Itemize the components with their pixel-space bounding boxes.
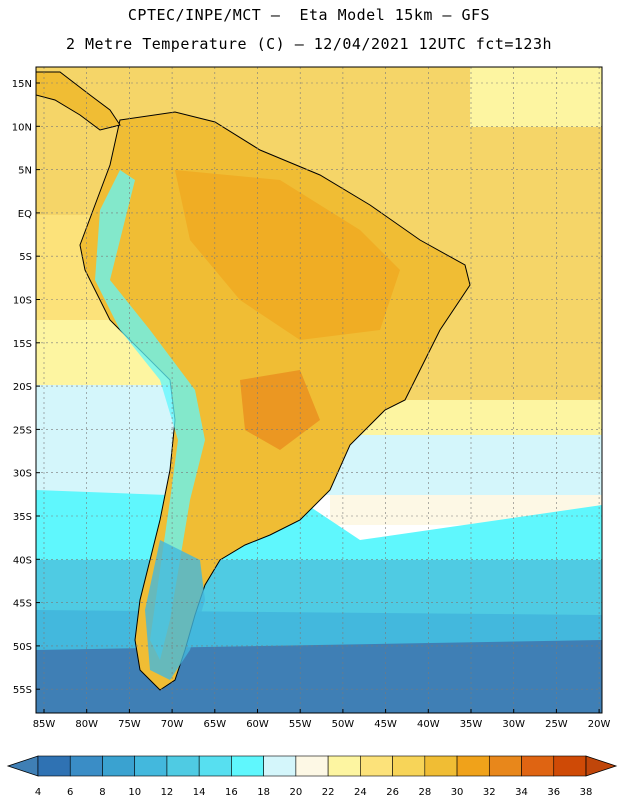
colorbar-max-arrow bbox=[585, 755, 618, 777]
lon-label: 75W bbox=[118, 719, 141, 730]
graticule bbox=[36, 67, 602, 713]
colorbar-value: 14 bbox=[193, 787, 206, 798]
lat-label: 20S bbox=[13, 382, 32, 393]
colorbar-swatch bbox=[231, 755, 264, 777]
colorbar-value: 34 bbox=[515, 787, 528, 798]
lon-label: 50W bbox=[332, 719, 355, 730]
colorbar bbox=[6, 755, 618, 777]
lon-label: 60W bbox=[246, 719, 269, 730]
colorbar-swatch bbox=[553, 755, 587, 777]
amazon-heat-region bbox=[175, 170, 400, 340]
lon-label: 35W bbox=[460, 719, 483, 730]
central-heat-region bbox=[240, 370, 320, 450]
lat-label: 25S bbox=[13, 425, 32, 436]
colorbar-swatch bbox=[521, 755, 555, 777]
lat-label: 50S bbox=[13, 642, 32, 653]
lat-label: 55S bbox=[13, 685, 32, 696]
colorbar-swatch bbox=[424, 755, 458, 777]
colorbar-swatch bbox=[134, 755, 168, 777]
colorbar-value: 6 bbox=[67, 787, 73, 798]
latitude-labels: 15N 10N 5N EQ 5S 10S 15S 20S 25S 30S 35S 40S 45S 50S 5… bbox=[12, 79, 40, 696]
colorbar-value: 22 bbox=[322, 787, 335, 798]
map-title: CPTEC/INPE/MCT – Eta Model 15km – GFS bbox=[127, 6, 491, 24]
colorbar-swatch bbox=[263, 755, 297, 777]
lon-label: 25W bbox=[545, 719, 568, 730]
colorbar-value: 38 bbox=[580, 787, 593, 798]
lon-label: 30W bbox=[502, 719, 525, 730]
lat-label: 10S bbox=[13, 296, 32, 307]
lat-label: 5N bbox=[18, 166, 32, 177]
central-america-land bbox=[36, 71, 121, 131]
lon-label: 70W bbox=[161, 719, 184, 730]
lat-label: 30S bbox=[13, 469, 32, 480]
field-deep-blue-band bbox=[36, 640, 602, 713]
colorbar-swatch bbox=[456, 755, 490, 777]
colorbar-value: 8 bbox=[99, 787, 105, 798]
map-frame bbox=[35, 66, 603, 714]
colorbar-swatch bbox=[392, 755, 426, 777]
lat-label: 15S bbox=[13, 339, 32, 350]
colorbar-swatch bbox=[295, 755, 329, 777]
field-hot-northeast bbox=[470, 67, 602, 127]
colorbar-min-arrow bbox=[6, 755, 39, 777]
lat-label: 35S bbox=[13, 512, 32, 523]
lon-label: 85W bbox=[33, 719, 56, 730]
lat-label: 5S bbox=[19, 252, 32, 263]
lat-label: 10N bbox=[12, 122, 32, 133]
patagonia-cool bbox=[145, 540, 205, 680]
colorbar-swatch bbox=[37, 755, 71, 777]
colorbar-swatch bbox=[327, 755, 361, 777]
map-subtitle: 2 Metre Temperature (C) – 12/04/2021 12U… bbox=[65, 35, 553, 53]
longitude-labels: 85W 80W 75W 70W 65W 60W 55W 50W 45W 40W 35W 30W 25W 2… bbox=[33, 709, 611, 730]
lon-label: 40W bbox=[417, 719, 440, 730]
lon-label: 55W bbox=[289, 719, 312, 730]
lat-label: EQ bbox=[18, 209, 32, 220]
lat-label: 15N bbox=[12, 79, 32, 90]
andes-cool-strip bbox=[95, 170, 205, 660]
colorbar-value: 28 bbox=[418, 787, 431, 798]
colorbar-value: 10 bbox=[128, 787, 141, 798]
colorbar-value: 12 bbox=[161, 787, 174, 798]
colorbar-swatch bbox=[102, 755, 136, 777]
lat-label: 40S bbox=[13, 555, 32, 566]
lon-label: 65W bbox=[203, 719, 226, 730]
colorbar-value: 18 bbox=[257, 787, 270, 798]
colorbar-swatch bbox=[488, 755, 522, 777]
colorbar-value: 4 bbox=[35, 787, 41, 798]
colorbar-value: 30 bbox=[451, 787, 464, 798]
colorbar-value: 20 bbox=[290, 787, 303, 798]
colorbar-value: 26 bbox=[386, 787, 399, 798]
colorbar-labels: 4 6 8 10 12 14 16 18 20 22 24 26 28 30 32 34 36 38 bbox=[35, 787, 593, 798]
lon-label: 45W bbox=[374, 719, 397, 730]
colorbar-value: 36 bbox=[547, 787, 560, 798]
colorbar-swatch bbox=[166, 755, 200, 777]
colorbar-swatch bbox=[360, 755, 393, 777]
lat-label: 45S bbox=[13, 599, 32, 610]
colorbar-value: 24 bbox=[354, 787, 367, 798]
colorbar-value: 16 bbox=[225, 787, 238, 798]
colorbar-value: 32 bbox=[483, 787, 496, 798]
colorbar-swatch bbox=[198, 755, 232, 777]
colorbar-swatch bbox=[69, 755, 103, 777]
lon-label: 80W bbox=[75, 719, 98, 730]
lon-label: 20W bbox=[588, 719, 611, 730]
